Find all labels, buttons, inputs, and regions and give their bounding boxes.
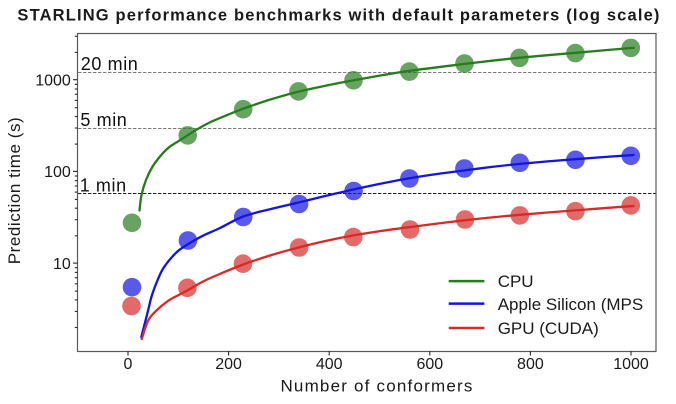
svg-text:Number of conformers: Number of conformers <box>280 377 473 396</box>
svg-text:CPU: CPU <box>498 272 534 291</box>
svg-text:1000: 1000 <box>613 356 649 373</box>
svg-text:GPU (CUDA): GPU (CUDA) <box>498 319 599 338</box>
svg-text:800: 800 <box>517 356 544 373</box>
svg-text:600: 600 <box>416 356 443 373</box>
svg-text:0: 0 <box>124 356 133 373</box>
svg-text:10: 10 <box>53 256 71 273</box>
svg-text:1000: 1000 <box>35 72 71 89</box>
svg-text:Prediction time (s): Prediction time (s) <box>5 117 24 264</box>
svg-text:20 min: 20 min <box>81 54 139 74</box>
svg-text:1 min: 1 min <box>80 175 127 195</box>
svg-text:400: 400 <box>316 356 343 373</box>
svg-text:5 min: 5 min <box>80 110 127 130</box>
svg-text:100: 100 <box>44 164 71 181</box>
svg-text:STARLING performance benchmark: STARLING performance benchmarks with def… <box>17 7 660 25</box>
svg-text:Apple Silicon (MPS: Apple Silicon (MPS <box>498 295 644 314</box>
svg-text:200: 200 <box>215 356 242 373</box>
